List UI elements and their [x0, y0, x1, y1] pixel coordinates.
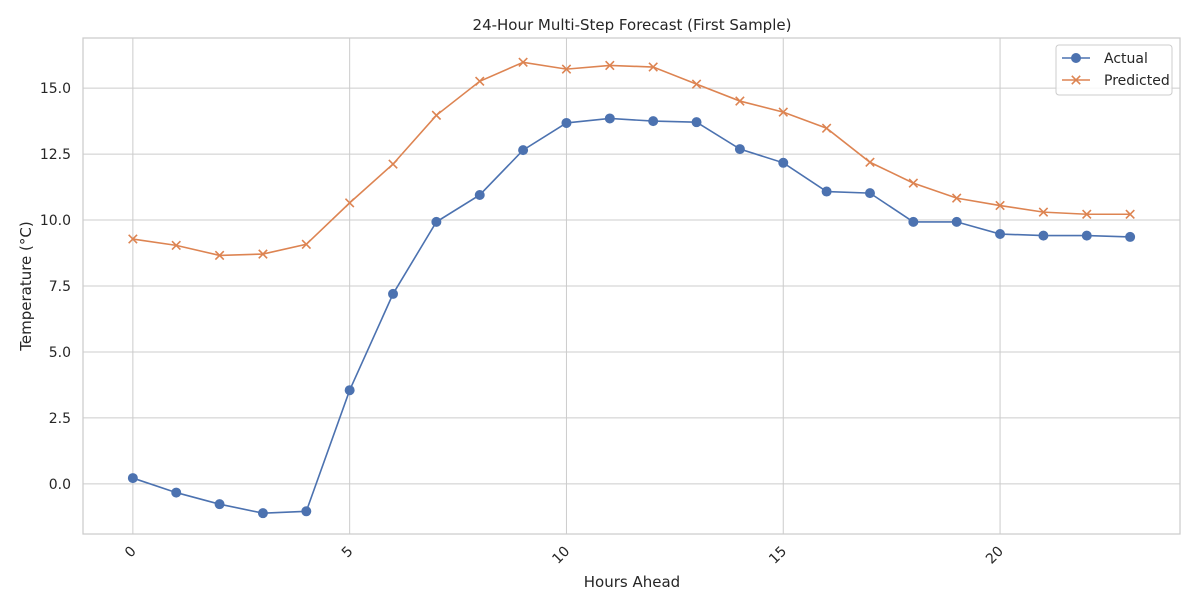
data-point-actual: [1071, 53, 1081, 63]
data-point-actual: [388, 288, 399, 299]
data-point-actual: [648, 116, 659, 127]
data-point-actual: [778, 157, 789, 168]
data-point-predicted: [474, 76, 485, 87]
y-tick-label: 0.0: [49, 477, 71, 493]
data-point-predicted: [561, 64, 572, 74]
data-point-predicted: [301, 239, 312, 250]
x-tick-label: 15: [766, 544, 790, 568]
y-tick-label: 5.0: [49, 345, 71, 361]
legend-label: Actual: [1104, 51, 1148, 67]
legend-label: Predicted: [1104, 73, 1170, 89]
data-point-predicted: [1038, 207, 1049, 217]
data-point-predicted: [171, 240, 181, 251]
data-point-predicted: [258, 249, 268, 259]
data-point-predicted: [605, 60, 615, 71]
data-point-predicted: [995, 200, 1005, 211]
data-point-predicted: [1082, 209, 1092, 220]
series-actual: [127, 113, 1136, 519]
data-point-actual: [864, 188, 875, 199]
data-point-predicted: [431, 110, 442, 121]
series-predicted: [128, 57, 1135, 261]
data-point-actual: [691, 117, 702, 128]
y-tick-label: 10.0: [40, 213, 71, 229]
data-point-actual: [257, 508, 268, 519]
data-point-predicted: [128, 234, 138, 244]
data-point-actual: [1038, 230, 1049, 241]
data-point-predicted: [951, 193, 962, 203]
data-point-predicted: [214, 250, 225, 261]
x-tick-label: 20: [983, 544, 1007, 568]
x-axis-label: Hours Ahead: [584, 573, 680, 591]
series-line-predicted: [132, 61, 1131, 257]
y-tick-label: 2.5: [49, 411, 71, 427]
data-point-predicted: [388, 159, 398, 169]
series-line-actual: [132, 117, 1131, 514]
data-point-actual: [1125, 231, 1136, 242]
series-layer: [127, 57, 1136, 519]
legend-item-predicted: Predicted: [1062, 73, 1170, 89]
y-tick-label: 15.0: [40, 81, 71, 97]
data-point-actual: [214, 499, 225, 510]
legend: Actual Predicted: [1055, 44, 1173, 96]
x-tick-label: 10: [549, 544, 573, 568]
x-tick-label: 5: [339, 544, 357, 562]
data-point-actual: [431, 216, 442, 227]
data-point-actual: [821, 186, 832, 197]
y-tick-label: 12.5: [40, 147, 71, 163]
data-point-actual: [604, 113, 615, 124]
data-point-actual: [734, 144, 745, 155]
data-point-actual: [127, 473, 138, 484]
data-point-predicted: [821, 123, 832, 133]
grid: [83, 38, 1180, 534]
data-point-predicted: [1125, 209, 1135, 220]
data-point-actual: [344, 385, 355, 396]
data-point-predicted: [908, 178, 919, 188]
y-tick-label: 7.5: [49, 279, 71, 295]
data-point-predicted: [691, 79, 702, 89]
data-point-actual: [518, 145, 529, 156]
plot-frame: [82, 37, 1181, 535]
data-point-actual: [1081, 230, 1092, 241]
data-point-predicted: [778, 107, 789, 117]
data-point-predicted: [1071, 75, 1081, 85]
data-point-actual: [951, 216, 962, 227]
data-point-actual: [561, 117, 572, 128]
data-point-actual: [171, 487, 182, 498]
data-point-predicted: [344, 198, 355, 208]
data-point-predicted: [648, 62, 658, 72]
legend-item-actual: Actual: [1062, 51, 1148, 67]
data-point-predicted: [518, 57, 528, 68]
data-point-actual: [995, 229, 1006, 240]
x-tick-label: 0: [122, 544, 140, 562]
data-point-actual: [301, 506, 312, 517]
data-point-actual: [474, 189, 485, 200]
y-axis-label: Temperature (°C): [17, 221, 35, 351]
data-point-predicted: [865, 157, 875, 168]
chart-title: 24-Hour Multi-Step Forecast (First Sampl…: [473, 16, 792, 34]
data-point-predicted: [735, 96, 745, 106]
data-point-actual: [908, 216, 919, 227]
